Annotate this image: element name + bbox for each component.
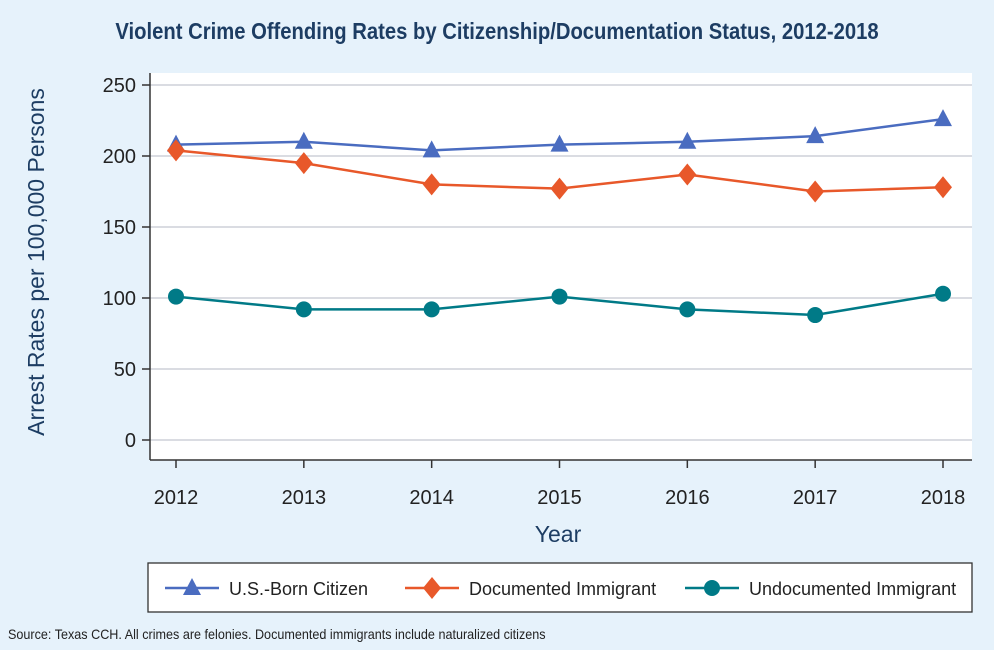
data-point: [934, 176, 952, 199]
legend-label: U.S.-Born Citizen: [229, 579, 368, 599]
y-axis-label: Arrest Rates per 100,000 Persons: [23, 88, 49, 436]
data-point: [550, 177, 569, 200]
x-axis-label: Year: [535, 521, 582, 547]
data-point: [678, 163, 697, 186]
data-point: [422, 173, 441, 196]
data-point: [294, 131, 313, 149]
legend-box: [147, 562, 973, 613]
x-tick-label: 2018: [921, 487, 966, 509]
data-point: [806, 126, 825, 144]
data-point: [678, 131, 697, 149]
legend-marker: [704, 580, 720, 596]
data-point: [551, 288, 568, 305]
y-tick-label: 250: [103, 75, 136, 97]
source-note: Source: Texas CCH. All crimes are feloni…: [8, 626, 546, 642]
x-tick-label: 2012: [154, 487, 199, 509]
x-tick-label: 2016: [665, 487, 710, 509]
data-point: [294, 152, 313, 175]
data-point: [550, 134, 569, 152]
legend-label: Undocumented Immigrant: [749, 579, 956, 599]
data-point: [422, 140, 441, 158]
x-tick-label: 2014: [409, 487, 454, 509]
data-point: [934, 109, 952, 127]
data-point: [423, 301, 440, 318]
legend-marker: [423, 577, 441, 599]
data-point: [167, 139, 185, 162]
y-tick-label: 100: [103, 288, 136, 310]
chart-title: Violent Crime Offending Rates by Citizen…: [115, 18, 879, 44]
data-point: [806, 180, 825, 203]
y-tick-label: 50: [114, 359, 136, 381]
data-point: [807, 307, 824, 324]
data-point: [679, 301, 696, 318]
data-point: [168, 288, 184, 305]
data-point: [295, 301, 312, 318]
legend-label: Documented Immigrant: [469, 579, 656, 599]
x-tick-label: 2013: [282, 487, 327, 509]
y-tick-label: 0: [125, 430, 136, 452]
y-tick-label: 150: [103, 217, 136, 239]
legend-marker: [183, 578, 201, 595]
x-tick-label: 2017: [793, 487, 838, 509]
x-tick-label: 2015: [537, 487, 582, 509]
y-tick-label: 200: [103, 146, 136, 168]
data-point: [935, 285, 951, 302]
